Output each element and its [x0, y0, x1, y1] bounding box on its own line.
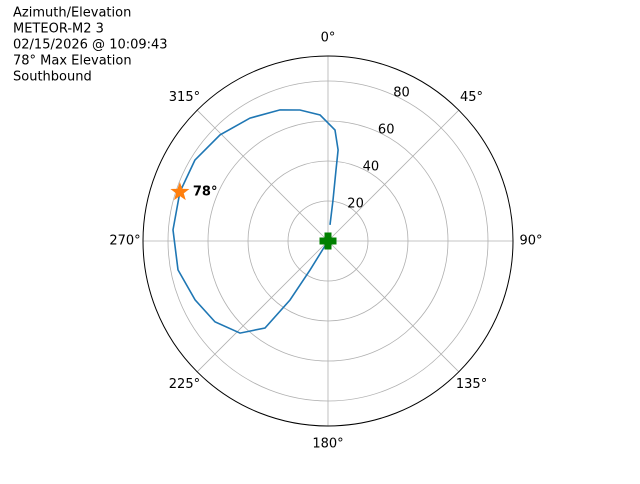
- theta-grid-line: [327, 109, 460, 242]
- theta-tick-label: 45°: [460, 90, 483, 105]
- r-tick-label: 60: [378, 123, 395, 138]
- r-tick-label: 40: [363, 160, 380, 175]
- theta-tick-label: 90°: [519, 234, 542, 249]
- start-marker: [319, 232, 337, 250]
- theta-tick-label: 180°: [312, 437, 343, 452]
- title-line: Southbound: [13, 70, 92, 85]
- title-line: METEOR-M2 3: [13, 22, 104, 37]
- max-marker: [170, 182, 190, 201]
- r-tick-label: 80: [393, 86, 410, 101]
- title-line: 78° Max Elevation: [13, 54, 132, 69]
- r-tick-label: 20: [347, 197, 364, 212]
- theta-tick-label: 270°: [109, 234, 140, 249]
- theta-tick-label: 135°: [456, 377, 487, 392]
- title-line: 02/15/2026 @ 10:09:43: [13, 38, 168, 53]
- polar-frame: [142, 55, 514, 427]
- theta-grid-line: [327, 240, 460, 373]
- theta-grid-line: [196, 109, 329, 242]
- theta-tick-label: 315°: [169, 90, 200, 105]
- title-line: Azimuth/Elevation: [13, 6, 131, 21]
- theta-grid-line: [196, 240, 329, 373]
- theta-tick-label: 0°: [321, 31, 336, 46]
- theta-tick-label: 225°: [169, 377, 200, 392]
- max-label: 78°: [193, 185, 218, 200]
- track-line: [172, 109, 339, 334]
